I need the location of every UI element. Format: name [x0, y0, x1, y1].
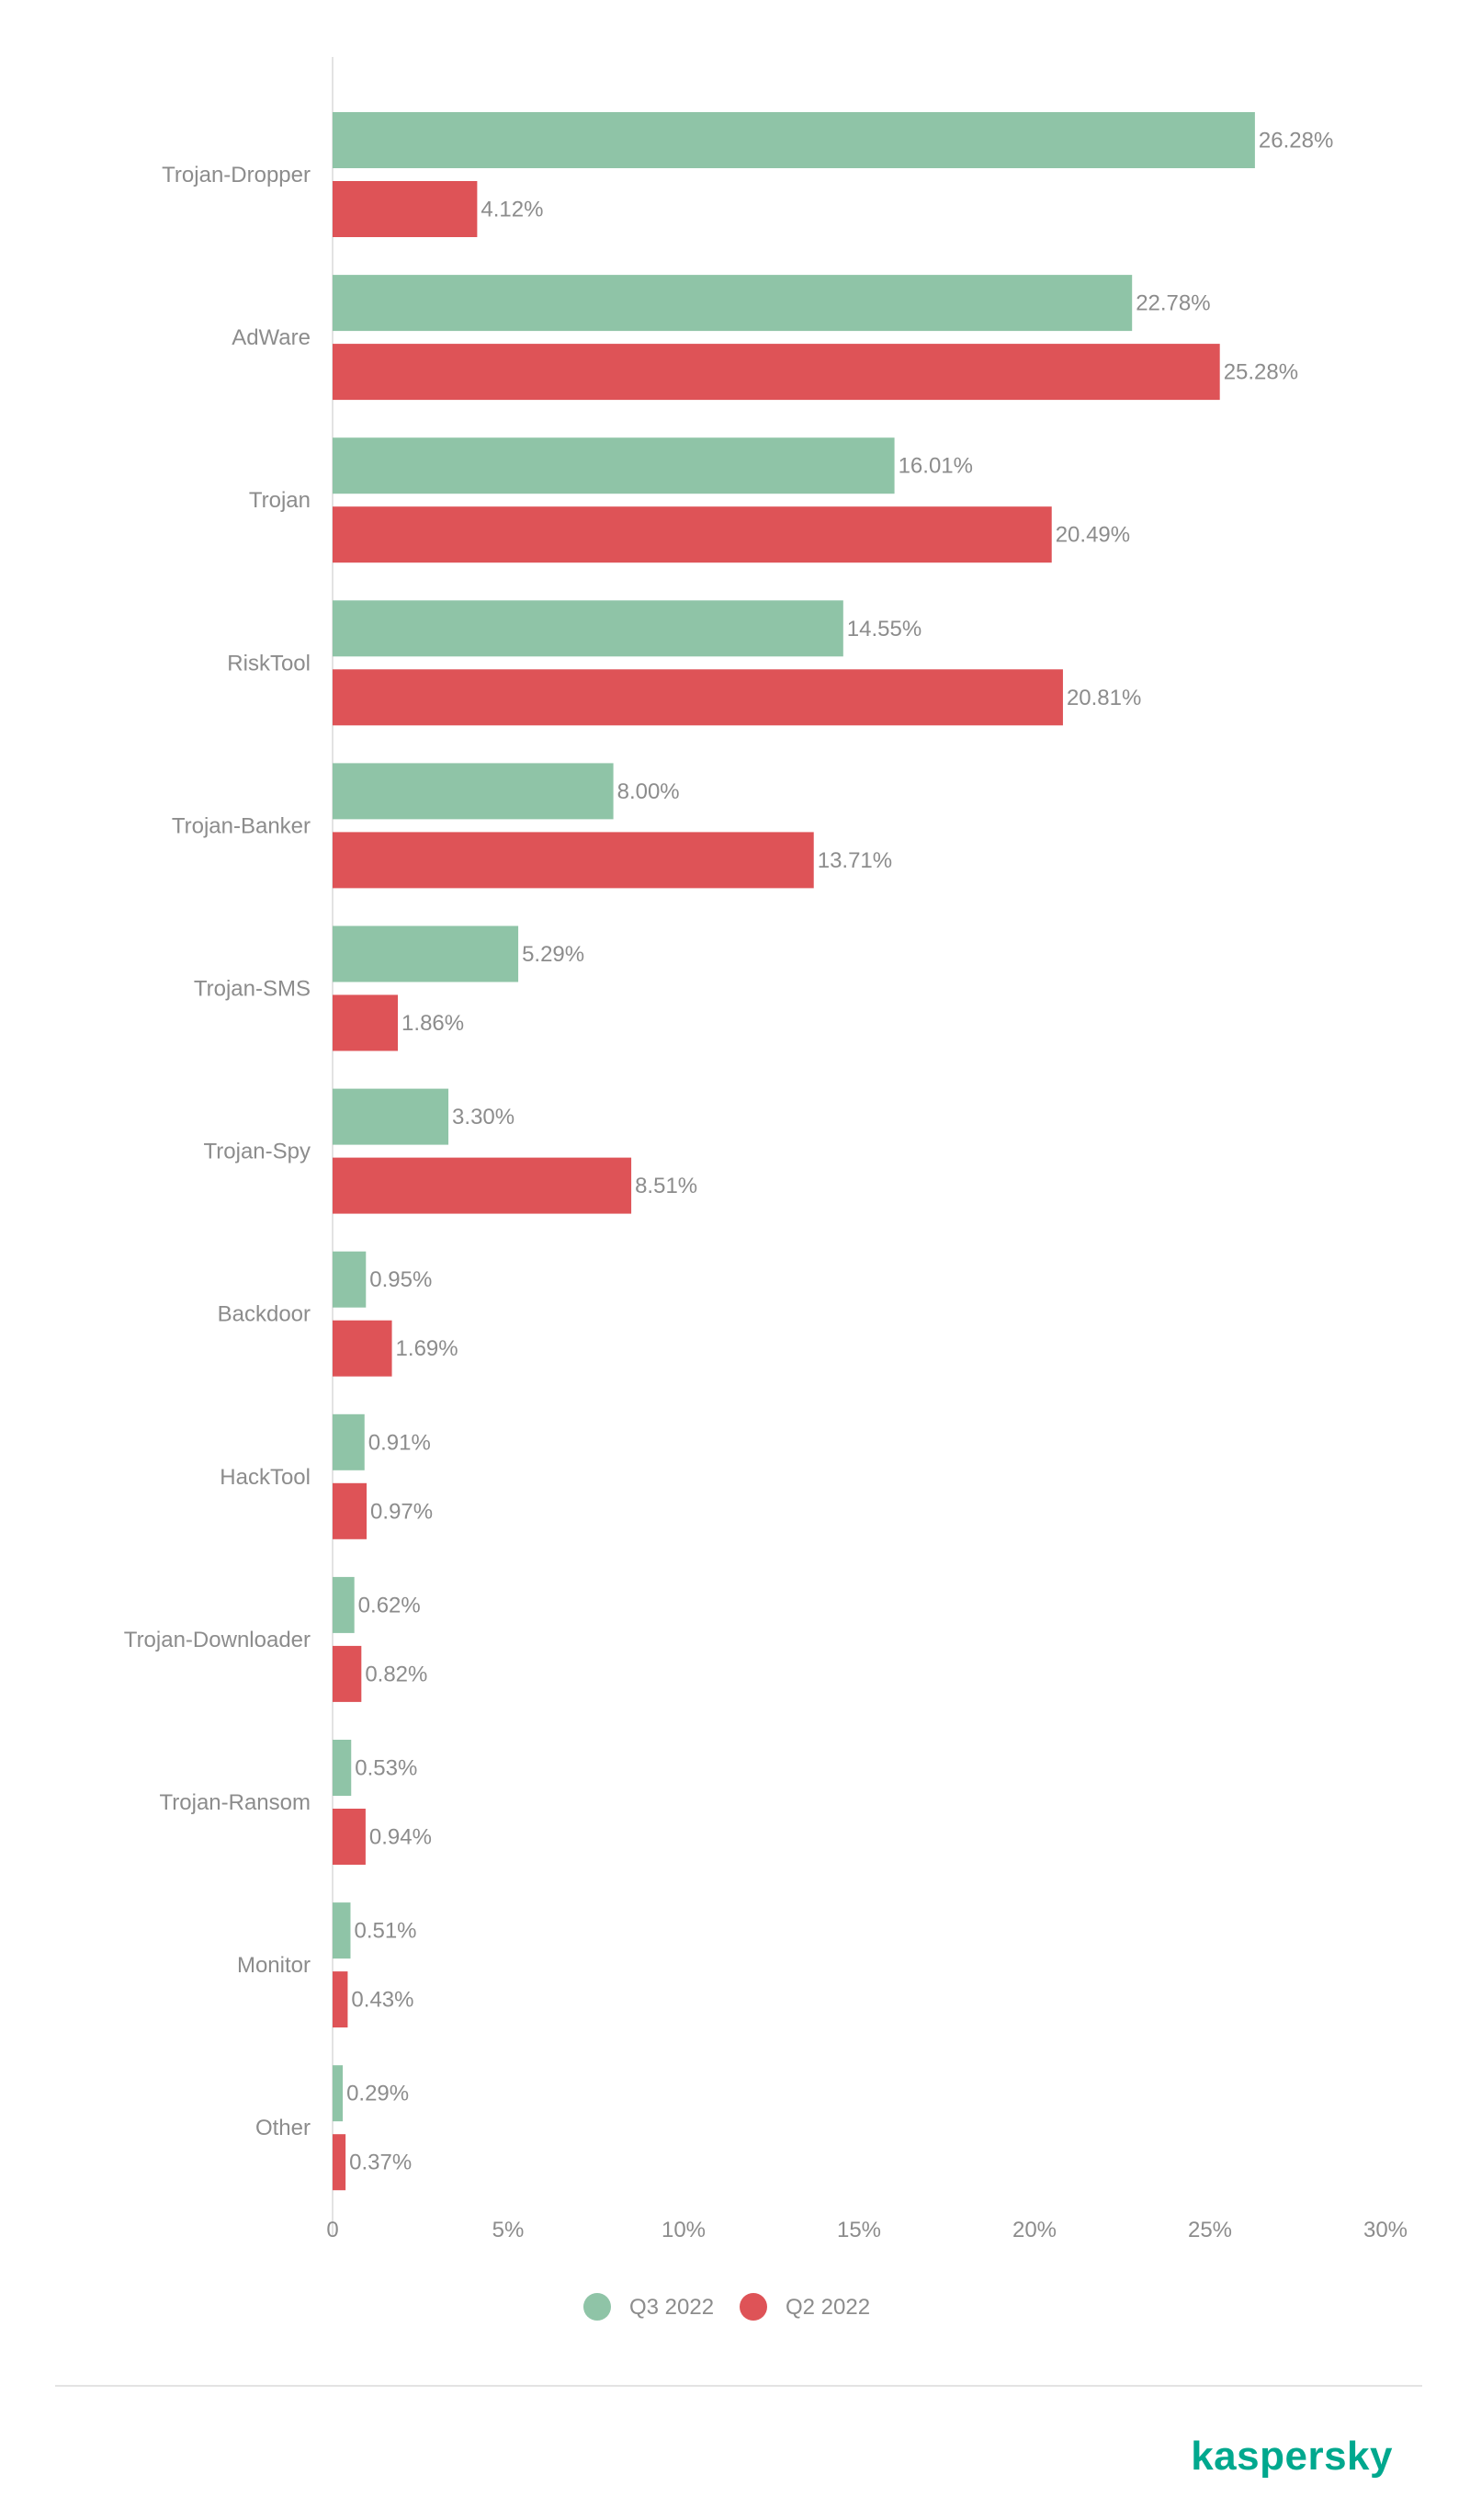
x-tick-label: 30% [1363, 2218, 1408, 2242]
x-tick-label: 0 [326, 2218, 338, 2242]
bar-q2 [333, 1971, 348, 2028]
category-label: Other [255, 2116, 311, 2140]
data-label: 26.28% [1259, 129, 1333, 153]
bar-q3 [333, 763, 614, 820]
category-label: AdWare [232, 325, 311, 350]
bar-q2 [333, 181, 478, 237]
x-tick-label: 10% [662, 2218, 706, 2242]
category-label: Trojan-Spy [204, 1140, 311, 1164]
bar-q3 [333, 112, 1255, 168]
footer-divider [55, 2385, 1422, 2387]
category-label: Monitor [237, 1953, 311, 1978]
data-label: 0.53% [355, 1756, 417, 1781]
x-tick-label: 5% [492, 2218, 525, 2242]
data-label: 0.95% [369, 1267, 432, 1292]
bar-q3 [333, 1902, 351, 1959]
bar-q2 [333, 1809, 366, 1865]
data-label: 0.97% [370, 1499, 433, 1524]
data-label: 20.81% [1067, 686, 1141, 710]
category-label: Trojan-SMS [194, 977, 311, 1002]
legend-label: Q2 2022 [786, 2295, 870, 2320]
x-tick-label: 25% [1188, 2218, 1232, 2242]
legend-swatch [740, 2293, 767, 2321]
legend-label: Q3 2022 [629, 2295, 714, 2320]
data-label: 3.30% [452, 1105, 514, 1129]
data-label: 25.28% [1224, 360, 1298, 385]
data-label: 0.82% [365, 1662, 427, 1686]
data-label: 0.51% [354, 1919, 416, 1944]
legend-swatch [583, 2293, 611, 2321]
category-label: Backdoor [218, 1302, 311, 1327]
bar-q3 [333, 437, 895, 494]
data-label: 0.91% [368, 1430, 431, 1455]
data-label: 22.78% [1136, 291, 1210, 316]
category-label: Trojan-Dropper [162, 163, 311, 187]
bar-q2 [333, 2134, 346, 2191]
bar-q2 [333, 1482, 368, 1539]
bar-q3 [333, 1576, 355, 1633]
bar-q3 [333, 1413, 365, 1470]
category-label: Trojan-Ransom [160, 1790, 311, 1815]
data-label: 1.86% [401, 1011, 464, 1036]
bar-q2 [333, 506, 1052, 563]
data-label: 8.51% [635, 1174, 697, 1198]
category-label: Trojan [249, 488, 311, 513]
bar-q3 [333, 275, 1133, 332]
bar-q2 [333, 669, 1063, 726]
x-tick-label: 20% [1012, 2218, 1057, 2242]
data-label: 0.29% [346, 2082, 409, 2106]
data-label: 16.01% [899, 454, 973, 479]
bar-q3 [333, 2065, 344, 2122]
bar-q2 [333, 832, 814, 889]
data-label: 20.49% [1056, 523, 1130, 548]
bar-q2 [333, 1645, 362, 1702]
kaspersky-logo: kaspersky [1191, 2434, 1393, 2479]
bar-q3 [333, 1740, 352, 1796]
data-label: 13.71% [818, 848, 892, 873]
data-label: 5.29% [522, 942, 584, 967]
bar-q3 [333, 600, 843, 657]
category-label: Trojan-Downloader [124, 1628, 311, 1652]
category-label: HackTool [220, 1465, 311, 1490]
bar-q3 [333, 1251, 367, 1308]
x-tick-label: 15% [837, 2218, 881, 2242]
bar-q3 [333, 925, 519, 982]
data-label: 14.55% [847, 617, 922, 641]
bar-q2 [333, 344, 1220, 401]
data-label: 0.43% [351, 1988, 413, 2013]
data-label: 4.12% [481, 198, 543, 222]
bar-q2 [333, 1157, 632, 1214]
data-label: 0.37% [349, 2151, 412, 2175]
data-label: 1.69% [396, 1336, 458, 1361]
category-label: RiskTool [227, 651, 311, 675]
data-label: 0.94% [369, 1825, 432, 1850]
data-label: 0.62% [358, 1593, 421, 1618]
bar-q3 [333, 1088, 449, 1145]
data-label: 8.00% [617, 779, 680, 804]
bar-q2 [333, 994, 399, 1051]
bar-q2 [333, 1320, 392, 1377]
category-label: Trojan-Banker [172, 813, 311, 838]
